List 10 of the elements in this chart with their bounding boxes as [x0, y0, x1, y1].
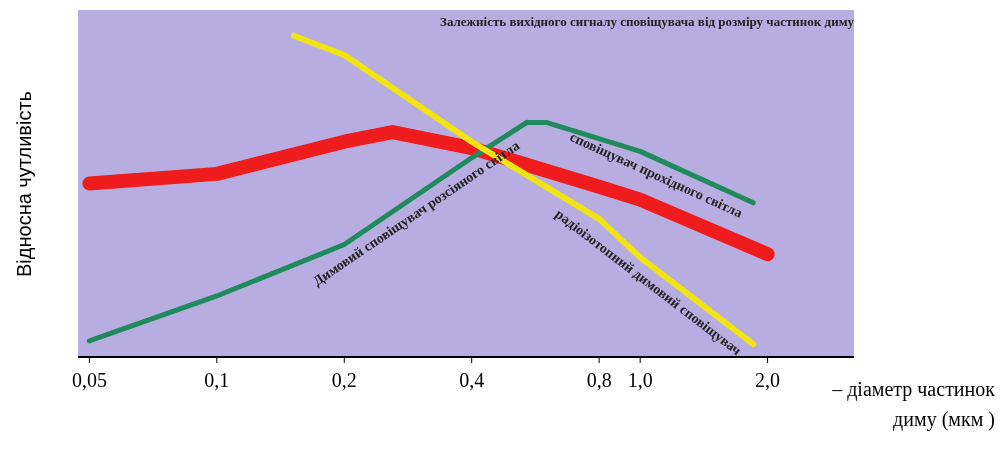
- x-tick-label: 2,0: [755, 369, 781, 392]
- x-tick-label: 1,0: [627, 369, 653, 392]
- x-tick-label: 0,2: [331, 369, 357, 392]
- x-tick-label: 0,1: [204, 369, 230, 392]
- y-axis-title: Відносна чутливість: [12, 90, 36, 277]
- x-tick-label: 0,05: [71, 369, 107, 392]
- x-tick-label: 0,8: [586, 369, 612, 392]
- x-tick-label: 0,4: [459, 369, 485, 392]
- chart-title: Залежність вихідного сигналу сповіщувача від розміру частинок диму: [439, 14, 854, 30]
- x-axis-title: – діаметр частинок диму (мкм ): [831, 377, 995, 433]
